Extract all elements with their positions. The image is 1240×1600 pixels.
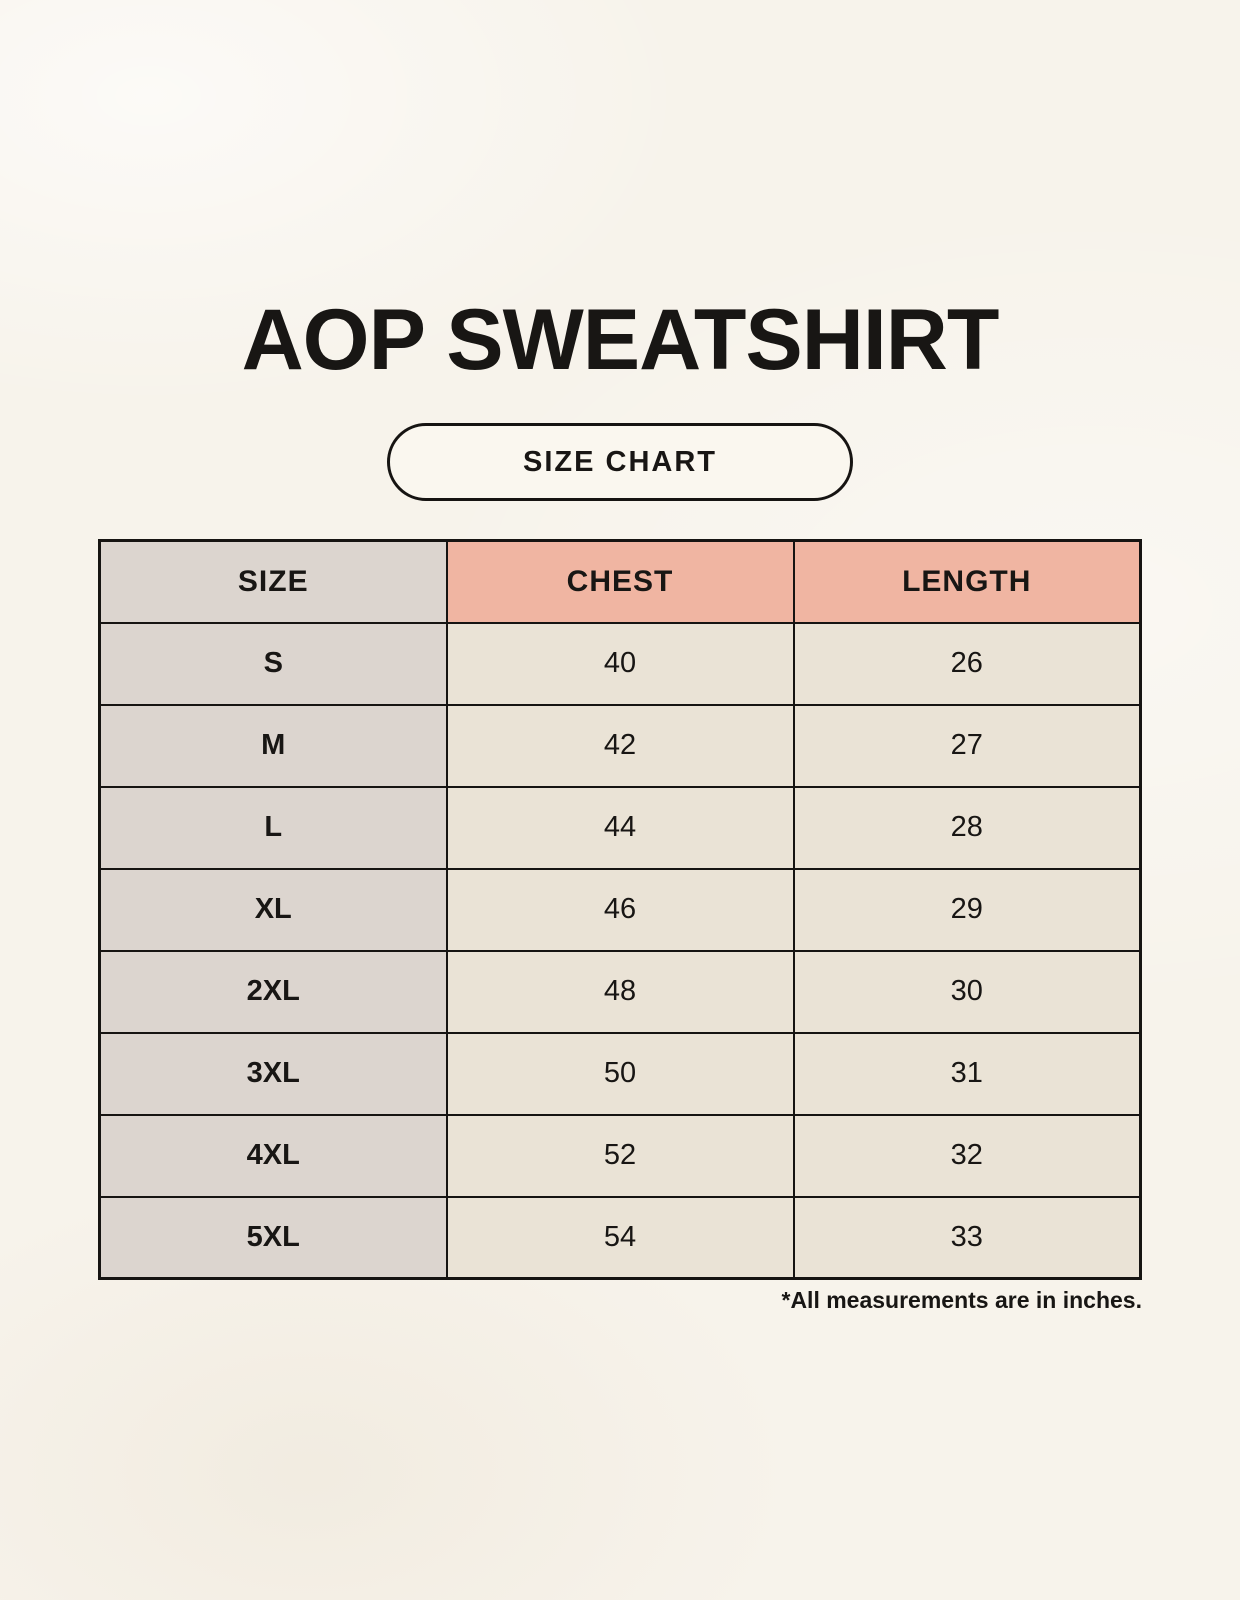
chest-cell: 54 [445,1195,795,1280]
length-cell: 29 [792,867,1142,952]
length-cell: 32 [792,1113,1142,1198]
size-cell: 5XL [98,1195,448,1280]
chest-cell: 44 [445,785,795,870]
size-table-body: S 40 26 M 42 27 L 44 28 XL 46 29 2XL 48 [98,621,1142,1280]
table-row-s: S 40 26 [98,621,1142,706]
table-header-row: SIZE CHEST LENGTH [98,539,1142,624]
column-header-chest: CHEST [445,539,795,624]
table-row-3xl: 3XL 50 31 [98,1031,1142,1116]
size-cell: L [98,785,448,870]
measurement-note: *All measurements are in inches. [781,1287,1143,1313]
column-header-size: SIZE [98,539,448,624]
page-title: AOP SWEATSHIRT [241,292,1000,388]
chest-cell: 52 [445,1113,795,1198]
size-chart-badge: SIZE CHART [387,423,853,501]
size-cell: 3XL [98,1031,448,1116]
table-row-5xl: 5XL 54 33 [98,1195,1142,1280]
length-cell: 33 [792,1195,1142,1280]
table-row-4xl: 4XL 52 32 [98,1113,1142,1198]
size-cell: 2XL [98,949,448,1034]
table-row-2xl: 2XL 48 30 [98,949,1142,1034]
chest-cell: 40 [445,621,795,706]
chest-cell: 46 [445,867,795,952]
table-row-m: M 42 27 [98,703,1142,788]
length-cell: 27 [792,703,1142,788]
column-header-length: LENGTH [792,539,1142,624]
size-chart-badge-label: SIZE CHART [523,445,717,478]
length-cell: 31 [792,1031,1142,1116]
size-cell: M [98,703,448,788]
size-table: SIZE CHEST LENGTH S 40 26 M 42 27 L 44 2… [98,539,1142,1280]
length-cell: 28 [792,785,1142,870]
size-cell: S [98,621,448,706]
chest-cell: 50 [445,1031,795,1116]
length-cell: 26 [792,621,1142,706]
length-cell: 30 [792,949,1142,1034]
chest-cell: 42 [445,703,795,788]
size-cell: 4XL [98,1113,448,1198]
table-row-l: L 44 28 [98,785,1142,870]
chest-cell: 48 [445,949,795,1034]
table-row-xl: XL 46 29 [98,867,1142,952]
size-cell: XL [98,867,448,952]
